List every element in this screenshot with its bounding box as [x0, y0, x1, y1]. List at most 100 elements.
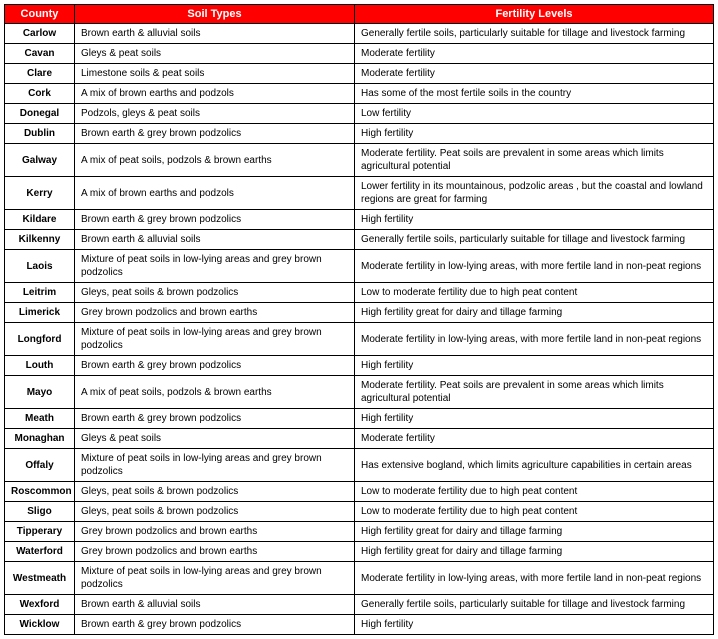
soil-cell: Grey brown podzolics and brown earths	[75, 542, 355, 562]
fertility-cell: Low to moderate fertility due to high pe…	[355, 482, 714, 502]
table-body: CarlowBrown earth & alluvial soilsGenera…	[5, 24, 714, 635]
table-row: DublinBrown earth & grey brown podzolics…	[5, 124, 714, 144]
soil-cell: Brown earth & grey brown podzolics	[75, 409, 355, 429]
fertility-cell: Generally fertile soils, particularly su…	[355, 595, 714, 615]
table-row: MonaghanGleys & peat soilsModerate ferti…	[5, 429, 714, 449]
county-cell: Offaly	[5, 449, 75, 482]
soil-cell: Brown earth & grey brown podzolics	[75, 124, 355, 144]
soil-cell: A mix of brown earths and podzols	[75, 177, 355, 210]
fertility-cell: Moderate fertility in low-lying areas, w…	[355, 250, 714, 283]
table-row: MeathBrown earth & grey brown podzolicsH…	[5, 409, 714, 429]
soil-cell: Mixture of peat soils in low-lying areas…	[75, 449, 355, 482]
fertility-cell: High fertility great for dairy and tilla…	[355, 542, 714, 562]
table-row: OffalyMixture of peat soils in low-lying…	[5, 449, 714, 482]
table-row: SligoGleys, peat soils & brown podzolics…	[5, 502, 714, 522]
county-cell: Mayo	[5, 376, 75, 409]
soil-cell: Brown earth & alluvial soils	[75, 230, 355, 250]
table-row: KilkennyBrown earth & alluvial soilsGene…	[5, 230, 714, 250]
table-row: KildareBrown earth & grey brown podzolic…	[5, 210, 714, 230]
soil-cell: Brown earth & alluvial soils	[75, 595, 355, 615]
soil-table: County Soil Types Fertility Levels Carlo…	[4, 4, 714, 635]
table-row: WaterfordGrey brown podzolics and brown …	[5, 542, 714, 562]
county-cell: Monaghan	[5, 429, 75, 449]
fertility-cell: High fertility	[355, 409, 714, 429]
county-cell: Waterford	[5, 542, 75, 562]
fertility-cell: Low fertility	[355, 104, 714, 124]
county-cell: Kilkenny	[5, 230, 75, 250]
county-cell: Carlow	[5, 24, 75, 44]
soil-cell: Limestone soils & peat soils	[75, 64, 355, 84]
county-cell: Kerry	[5, 177, 75, 210]
table-row: MayoA mix of peat soils, podzols & brown…	[5, 376, 714, 409]
county-cell: Meath	[5, 409, 75, 429]
soil-cell: Gleys, peat soils & brown podzolics	[75, 502, 355, 522]
fertility-cell: Moderate fertility. Peat soils are preva…	[355, 376, 714, 409]
fertility-cell: High fertility great for dairy and tilla…	[355, 522, 714, 542]
table-row: LimerickGrey brown podzolics and brown e…	[5, 303, 714, 323]
fertility-cell: High fertility	[355, 210, 714, 230]
fertility-cell: High fertility	[355, 615, 714, 635]
table-row: ClareLimestone soils & peat soilsModerat…	[5, 64, 714, 84]
fertility-cell: Moderate fertility. Peat soils are preva…	[355, 144, 714, 177]
table-row: RoscommonGleys, peat soils & brown podzo…	[5, 482, 714, 502]
fertility-cell: Has extensive bogland, which limits agri…	[355, 449, 714, 482]
county-cell: Sligo	[5, 502, 75, 522]
fertility-cell: High fertility great for dairy and tilla…	[355, 303, 714, 323]
table-row: LeitrimGleys, peat soils & brown podzoli…	[5, 283, 714, 303]
fertility-cell: High fertility	[355, 356, 714, 376]
header-soil: Soil Types	[75, 5, 355, 24]
soil-cell: Brown earth & grey brown podzolics	[75, 210, 355, 230]
soil-cell: Gleys, peat soils & brown podzolics	[75, 482, 355, 502]
table-row: LaoisMixture of peat soils in low-lying …	[5, 250, 714, 283]
county-cell: Cavan	[5, 44, 75, 64]
table-row: WestmeathMixture of peat soils in low-ly…	[5, 562, 714, 595]
county-cell: Galway	[5, 144, 75, 177]
header-row: County Soil Types Fertility Levels	[5, 5, 714, 24]
county-cell: Limerick	[5, 303, 75, 323]
county-cell: Clare	[5, 64, 75, 84]
table-row: LongfordMixture of peat soils in low-lyi…	[5, 323, 714, 356]
county-cell: Wicklow	[5, 615, 75, 635]
table-row: WicklowBrown earth & grey brown podzolic…	[5, 615, 714, 635]
fertility-cell: High fertility	[355, 124, 714, 144]
soil-cell: Podzols, gleys & peat soils	[75, 104, 355, 124]
county-cell: Westmeath	[5, 562, 75, 595]
table-row: DonegalPodzols, gleys & peat soilsLow fe…	[5, 104, 714, 124]
soil-cell: Gleys & peat soils	[75, 44, 355, 64]
county-cell: Kildare	[5, 210, 75, 230]
county-cell: Wexford	[5, 595, 75, 615]
table-row: CarlowBrown earth & alluvial soilsGenera…	[5, 24, 714, 44]
table-row: CorkA mix of brown earths and podzolsHas…	[5, 84, 714, 104]
county-cell: Donegal	[5, 104, 75, 124]
fertility-cell: Moderate fertility	[355, 44, 714, 64]
fertility-cell: Moderate fertility in low-lying areas, w…	[355, 323, 714, 356]
soil-cell: Brown earth & alluvial soils	[75, 24, 355, 44]
soil-cell: Gleys & peat soils	[75, 429, 355, 449]
soil-cell: Mixture of peat soils in low-lying areas…	[75, 250, 355, 283]
soil-cell: Gleys, peat soils & brown podzolics	[75, 283, 355, 303]
table-row: LouthBrown earth & grey brown podzolicsH…	[5, 356, 714, 376]
header-fertility: Fertility Levels	[355, 5, 714, 24]
soil-cell: Grey brown podzolics and brown earths	[75, 522, 355, 542]
soil-cell: A mix of peat soils, podzols & brown ear…	[75, 376, 355, 409]
soil-cell: Mixture of peat soils in low-lying areas…	[75, 562, 355, 595]
fertility-cell: Moderate fertility	[355, 429, 714, 449]
soil-cell: Brown earth & grey brown podzolics	[75, 615, 355, 635]
table-row: TipperaryGrey brown podzolics and brown …	[5, 522, 714, 542]
fertility-cell: Has some of the most fertile soils in th…	[355, 84, 714, 104]
soil-cell: A mix of peat soils, podzols & brown ear…	[75, 144, 355, 177]
county-cell: Longford	[5, 323, 75, 356]
county-cell: Cork	[5, 84, 75, 104]
fertility-cell: Generally fertile soils, particularly su…	[355, 230, 714, 250]
table-row: CavanGleys & peat soilsModerate fertilit…	[5, 44, 714, 64]
county-cell: Leitrim	[5, 283, 75, 303]
soil-cell: Brown earth & grey brown podzolics	[75, 356, 355, 376]
fertility-cell: Moderate fertility	[355, 64, 714, 84]
table-row: GalwayA mix of peat soils, podzols & bro…	[5, 144, 714, 177]
fertility-cell: Moderate fertility in low-lying areas, w…	[355, 562, 714, 595]
soil-cell: Mixture of peat soils in low-lying areas…	[75, 323, 355, 356]
table-row: KerryA mix of brown earths and podzolsLo…	[5, 177, 714, 210]
table-row: WexfordBrown earth & alluvial soilsGener…	[5, 595, 714, 615]
county-cell: Dublin	[5, 124, 75, 144]
county-cell: Laois	[5, 250, 75, 283]
